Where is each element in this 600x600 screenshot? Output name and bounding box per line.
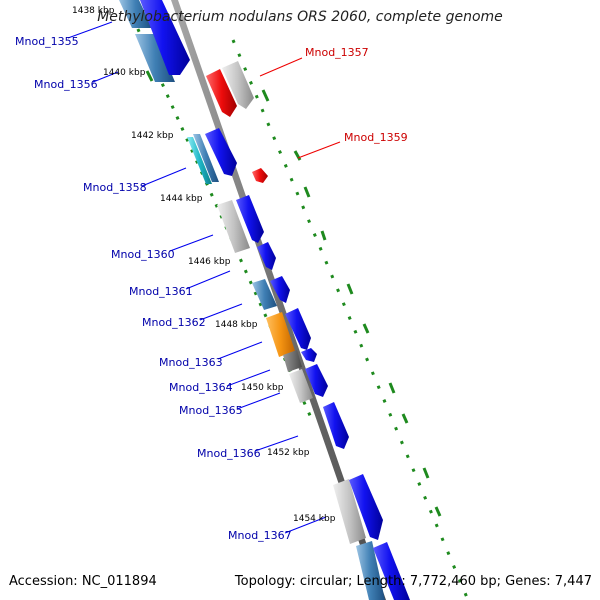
map-title: Methylobacterium nodulans ORS 2060, comp… <box>97 9 503 25</box>
leader-mnod-1366 <box>254 435 299 452</box>
label-mnod-1361[interactable]: Mnod_1361 <box>129 285 193 298</box>
gene-mnod-1358[interactable] <box>187 137 212 184</box>
gene-blue-1367-b[interactable] <box>373 542 410 600</box>
gene-grey-1360[interactable] <box>217 200 250 253</box>
gene-blue-1364[interactable] <box>301 348 317 362</box>
label-mnod-1355[interactable]: Mnod_1355 <box>15 35 79 48</box>
forward-strand-genes <box>140 0 410 600</box>
leader-mnod-1356 <box>92 71 119 83</box>
leader-mnod-1357 <box>259 57 303 77</box>
gene-grey-1367[interactable] <box>333 479 366 544</box>
kbp-label-1450: 1450 kbp <box>241 383 284 393</box>
gene-blue-1363[interactable] <box>285 308 311 350</box>
gene-steel-1367-b[interactable] <box>356 541 385 600</box>
label-mnod-1365[interactable]: Mnod_1365 <box>179 404 243 417</box>
gene-mnod-1359[interactable] <box>252 168 268 183</box>
label-mnod-1357[interactable]: Mnod_1357 <box>305 46 369 59</box>
kbp-label-1440: 1440 kbp <box>103 68 146 78</box>
kbp-label-1444: 1444 kbp <box>160 194 203 204</box>
label-mnod-1360[interactable]: Mnod_1360 <box>111 248 175 261</box>
label-mnod-1356[interactable]: Mnod_1356 <box>34 78 98 91</box>
label-mnod-1363[interactable]: Mnod_1363 <box>159 356 223 369</box>
gene-mnod-1357[interactable] <box>206 69 237 117</box>
gene-blue-1355[interactable] <box>140 0 190 75</box>
gc-track-inner <box>131 17 314 421</box>
gene-mnod-1356[interactable] <box>135 34 175 82</box>
reverse-strand-genes <box>119 0 385 600</box>
leader-mnod-1359 <box>297 141 341 159</box>
gene-mnod-1362[interactable] <box>252 279 277 310</box>
gene-blue-1362[interactable] <box>270 276 290 303</box>
gene-blue-1366[interactable] <box>323 402 349 449</box>
leader-mnod-1364 <box>226 369 271 387</box>
leader-mnod-1355 <box>67 21 113 39</box>
leader-mnod-1362 <box>199 303 243 321</box>
label-mnod-1358[interactable]: Mnod_1358 <box>83 181 147 194</box>
label-mnod-1364[interactable]: Mnod_1364 <box>169 381 233 394</box>
kbp-label-1446: 1446 kbp <box>188 257 231 267</box>
kbp-label-1442: 1442 kbp <box>131 131 174 141</box>
kbp-label-1452: 1452 kbp <box>267 448 310 458</box>
kbp-labels: 1438 kbp 1440 kbp 1442 kbp 1444 kbp 1446… <box>72 6 336 524</box>
gene-grey-1357[interactable] <box>222 61 254 109</box>
gene-mnod-1358-b[interactable] <box>193 134 219 182</box>
leader-mnod-1360 <box>169 234 214 252</box>
kbp-label-1454: 1454 kbp <box>293 514 336 524</box>
gene-blue-1358[interactable] <box>205 128 237 176</box>
gene-labels: Mnod_1355 Mnod_1356 Mnod_1357 Mnod_1358 … <box>15 35 408 542</box>
gene-blue-1361[interactable] <box>257 242 276 270</box>
leader-mnod-1363 <box>217 341 263 360</box>
accession-text: Accession: NC_011894 <box>9 574 157 589</box>
leader-mnod-1367 <box>284 516 327 534</box>
gene-blue-1365[interactable] <box>305 364 328 397</box>
gene-mnod-1363[interactable] <box>266 312 295 357</box>
gene-dark-1363[interactable] <box>283 350 302 372</box>
leader-mnod-1365 <box>236 392 281 410</box>
label-mnod-1367[interactable]: Mnod_1367 <box>228 529 292 542</box>
kbp-label-1438: 1438 kbp <box>72 6 115 16</box>
gene-grey-1365[interactable] <box>289 369 313 403</box>
label-mnod-1362[interactable]: Mnod_1362 <box>142 316 206 329</box>
label-mnod-1366[interactable]: Mnod_1366 <box>197 447 261 460</box>
kbp-label-1448: 1448 kbp <box>215 320 258 330</box>
label-leader-lines <box>67 21 341 534</box>
leader-mnod-1361 <box>185 270 231 290</box>
gene-blue-1360[interactable] <box>236 195 264 243</box>
label-mnod-1359[interactable]: Mnod_1359 <box>344 131 408 144</box>
gc-track-long-ticks <box>145 70 442 517</box>
leader-mnod-1358 <box>141 167 187 187</box>
gene-blue-1367[interactable] <box>349 474 383 540</box>
genome-summary-text: Topology: circular; Length: 7,772,460 bp… <box>234 574 592 589</box>
gene-mnod-1355[interactable] <box>119 0 152 28</box>
